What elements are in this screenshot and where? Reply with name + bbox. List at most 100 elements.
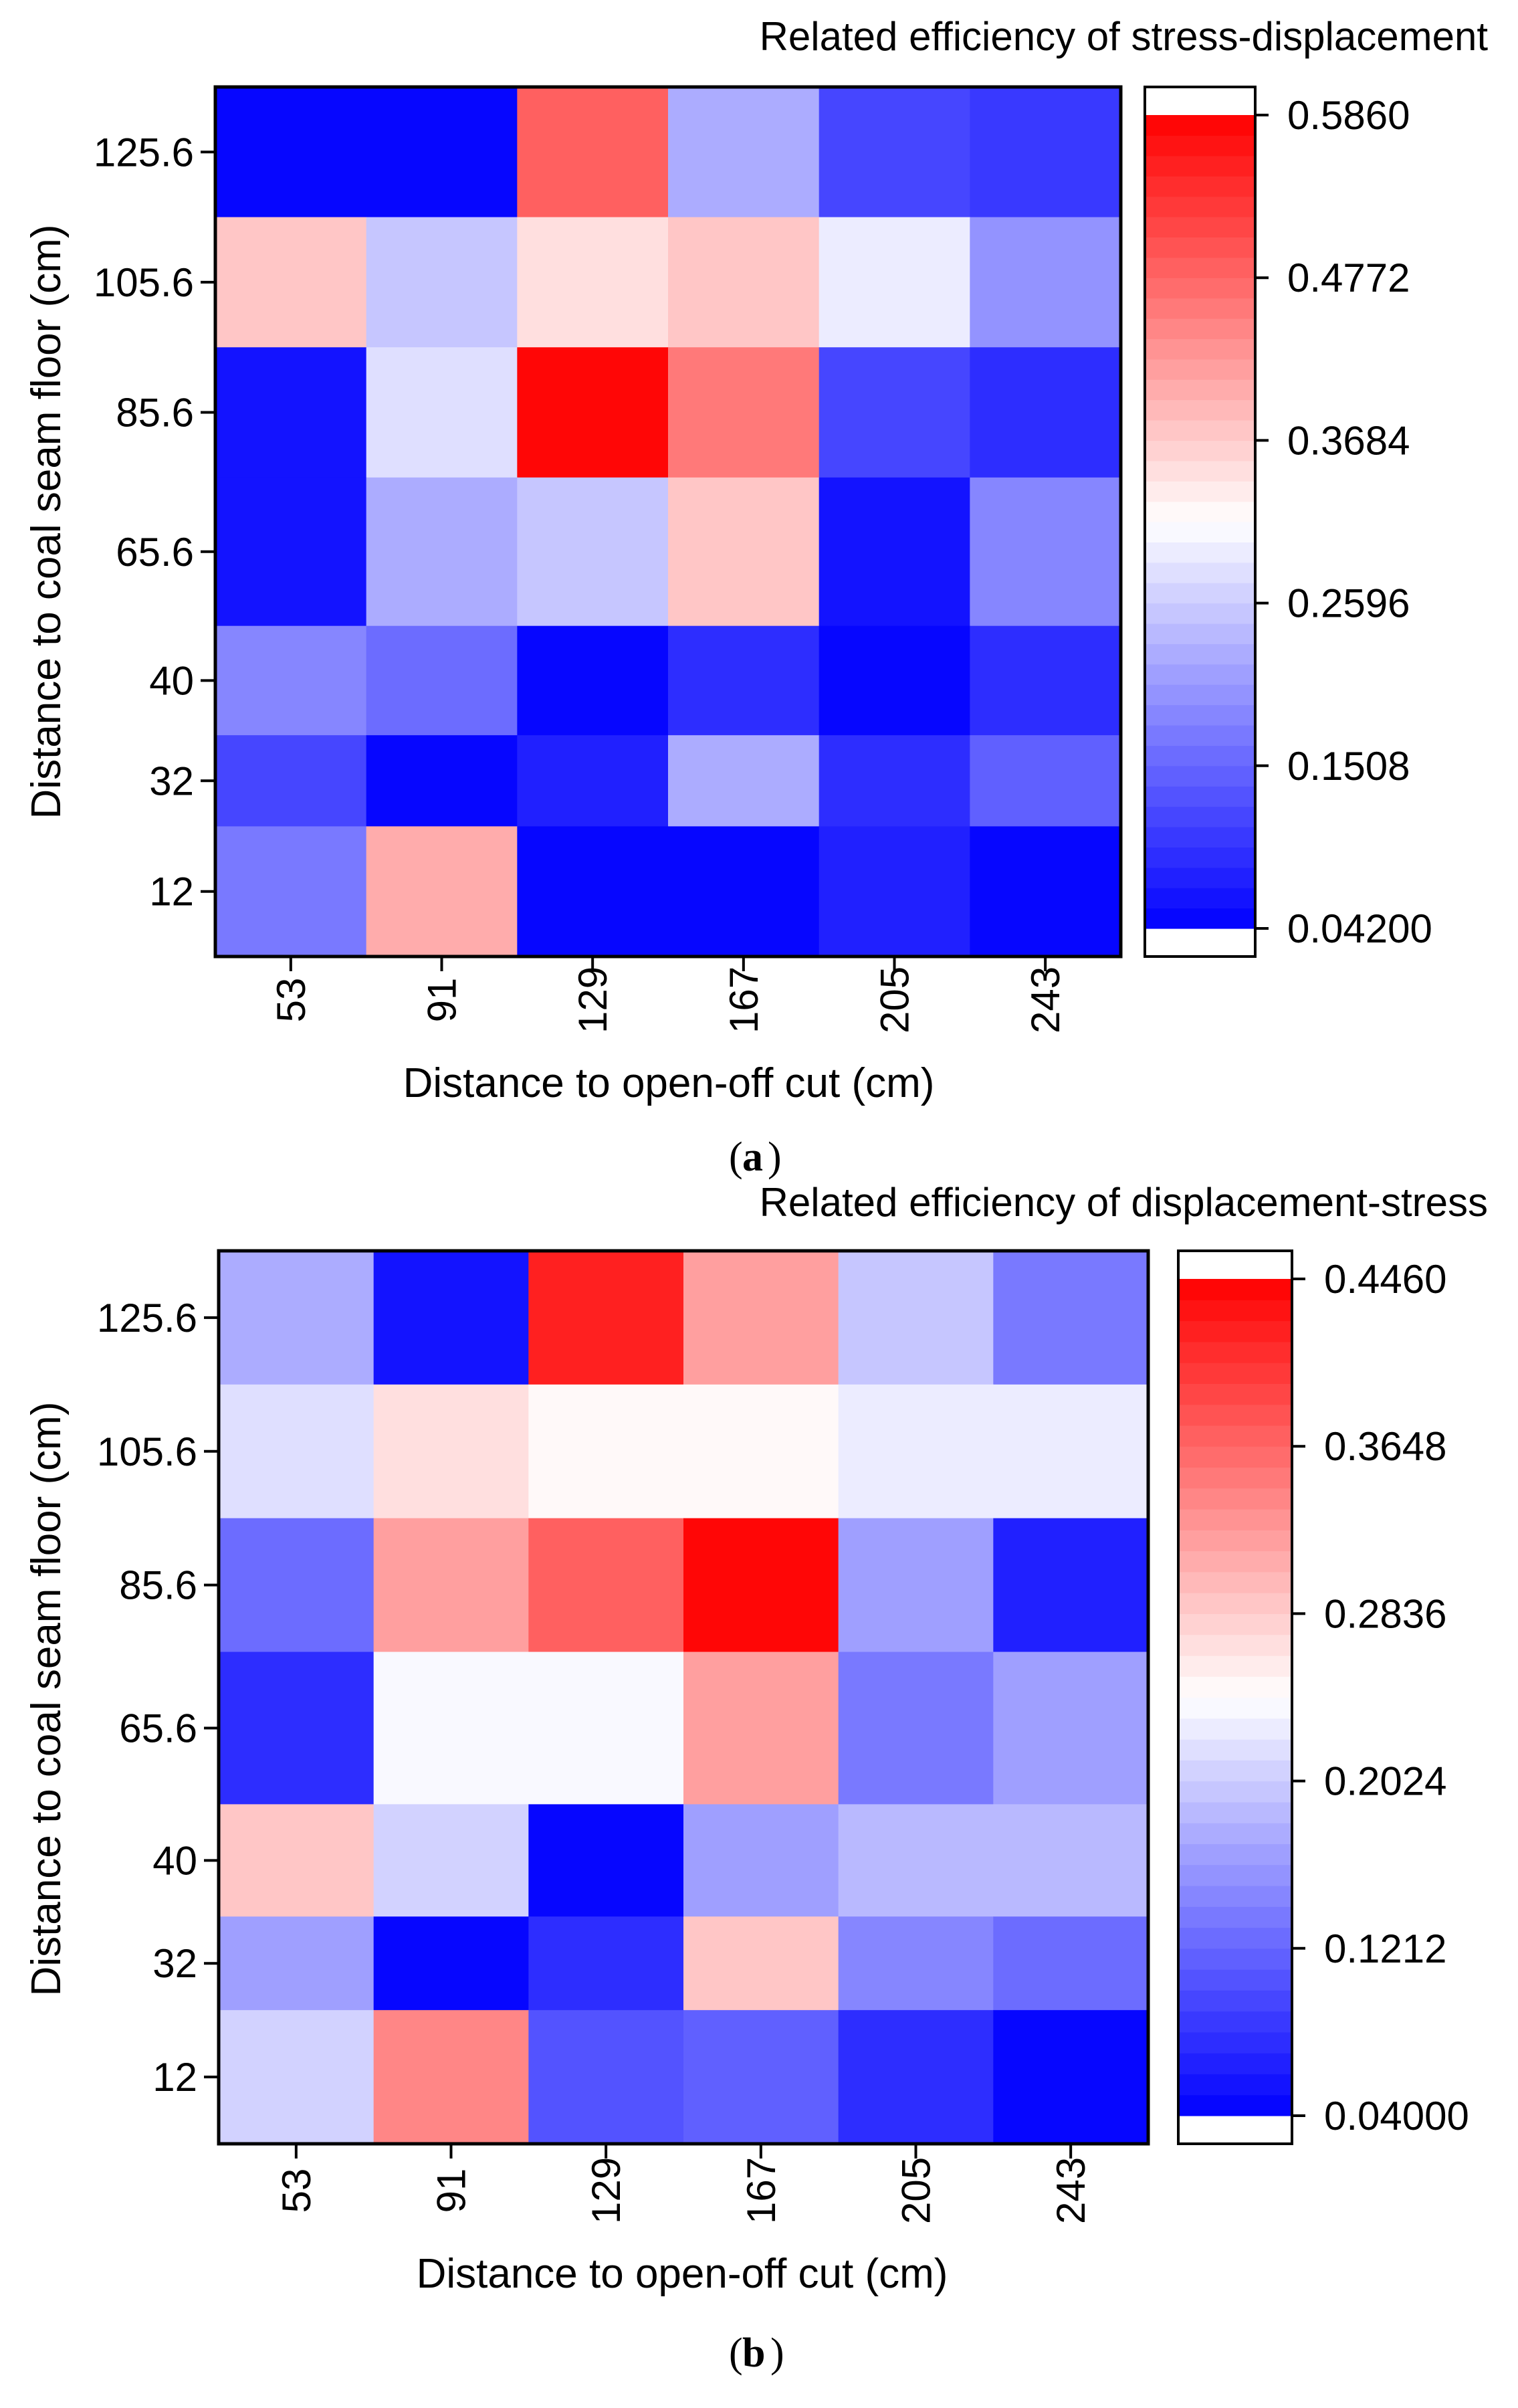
- colorbar-frame: [1177, 1249, 1293, 2145]
- y-tick-label: 32: [152, 1941, 197, 1986]
- colorbar: 0.4460 0.3648 0.2836 0.2024 0.1212 0.04000: [1177, 1249, 1469, 2145]
- colorbar: 0.5860 0.4772 0.3684 0.2596 0.1508 0.04200: [1144, 86, 1432, 958]
- x-tick-label: 91: [420, 978, 465, 1023]
- colorbar-segment: [1145, 155, 1255, 177]
- colorbar-segment: [1178, 1843, 1292, 1866]
- y-tick-label: 40: [149, 658, 194, 703]
- y-tick-label: 65.6: [119, 1706, 197, 1750]
- colorbar-segment: [1145, 847, 1255, 868]
- colorbar-tick-label: 0.3684: [1287, 418, 1410, 463]
- x-tick-label: 205: [894, 2157, 939, 2224]
- colorbar-segment: [1178, 1739, 1292, 1761]
- y-tick-label: 105.6: [97, 1429, 197, 1474]
- panel-label-open: (: [729, 2330, 743, 2376]
- heatmap-cell: [373, 1518, 529, 1653]
- x-tick-label: 167: [739, 2157, 784, 2224]
- colorbar-segment: [1145, 135, 1255, 157]
- colorbar-segment: [1178, 1906, 1292, 1928]
- heatmap-cell: [993, 1384, 1149, 1519]
- heatmap-cell: [993, 1804, 1149, 1917]
- heatmap-cell: [215, 217, 367, 348]
- heatmap-cell: [970, 217, 1121, 348]
- colorbar-segment: [1145, 440, 1255, 462]
- colorbar-segment: [1145, 278, 1255, 299]
- y-tick-label: 125.6: [97, 1296, 197, 1340]
- y-axis-label: Distance to coal seam floor (cm): [23, 1402, 70, 1997]
- colorbar-segment: [1145, 481, 1255, 502]
- heatmap-cell: [970, 477, 1121, 627]
- x-tick-label: 53: [269, 978, 314, 1023]
- x-tick-label: 129: [584, 2157, 629, 2224]
- panel-label: a: [742, 1134, 763, 1180]
- panel-label: b: [742, 2330, 765, 2376]
- heatmap-cell: [373, 2010, 529, 2144]
- heatmap-cell: [215, 477, 367, 627]
- heatmap-cell: [838, 1518, 994, 1653]
- heatmap-cells: [215, 87, 1121, 957]
- plot-frame: [213, 85, 1123, 959]
- heatmap-cell: [517, 735, 669, 827]
- colorbar-segment: [1145, 318, 1255, 339]
- heatmap-cell: [366, 826, 518, 957]
- colorbar-segment: [1178, 1341, 1292, 1363]
- colorbar-segment: [1145, 583, 1255, 604]
- colorbar-segment: [1145, 765, 1255, 787]
- heatmap-cell: [683, 1384, 839, 1519]
- heatmap-cell: [373, 1804, 529, 1917]
- colorbar-segment: [1178, 2011, 1292, 2033]
- colorbar-segment: [1178, 1571, 1292, 1593]
- heatmap-cell: [819, 625, 970, 736]
- heatmap-cell: [993, 1251, 1149, 1385]
- colorbar-segment: [1178, 1718, 1292, 1740]
- plot-frame: [217, 1249, 1150, 2146]
- y-axis-label: Distance to coal seam floor (cm): [23, 225, 70, 819]
- heatmap-cell: [215, 625, 367, 736]
- colorbar-tick-label: 0.4772: [1287, 256, 1410, 300]
- heatmap-cell: [819, 87, 970, 218]
- x-axis-label: Distance to open-off cut (cm): [417, 2251, 948, 2297]
- colorbar-segment: [1178, 1467, 1292, 1489]
- heatmap-cell: [215, 826, 367, 957]
- colorbar-segment: [1145, 664, 1255, 685]
- heatmap-cell: [517, 217, 669, 348]
- heatmap-cell: [838, 1384, 994, 1519]
- colorbar-segment: [1145, 501, 1255, 522]
- heatmap-cell: [517, 87, 669, 218]
- heatmap-cell: [838, 2010, 994, 2144]
- colorbar-tick-label: 0.3648: [1324, 1424, 1447, 1469]
- colorbar-segment: [1145, 542, 1255, 563]
- colorbar-segment: [1145, 196, 1255, 217]
- heatmap-cell: [668, 826, 820, 957]
- colorbar-segment: [1178, 1969, 1292, 1991]
- colorbar-tick-label: 0.2024: [1324, 1759, 1447, 1804]
- colorbar-segment: [1178, 1446, 1292, 1468]
- heatmap-cell: [819, 826, 970, 957]
- colorbar-segment: [1178, 1550, 1292, 1573]
- heatmap-cell: [373, 1916, 529, 2011]
- heatmap-cell: [528, 1518, 684, 1653]
- heatmap-cell: [517, 826, 669, 957]
- heatmap-cell: [838, 1916, 994, 2011]
- heatmap-cell: [970, 735, 1121, 827]
- x-tick-label: 167: [722, 967, 766, 1033]
- heatmap-cell: [819, 217, 970, 348]
- x-tick-label: 129: [570, 967, 615, 1033]
- heatmap-cell: [373, 1651, 529, 1805]
- heatmap-cell: [683, 1804, 839, 1917]
- chart-title: Related efficiency of stress-displacemen…: [760, 14, 1489, 59]
- colorbar-segment: [1178, 1425, 1292, 1447]
- heatmap-cell: [219, 1384, 374, 1519]
- colorbar-segment: [1145, 643, 1255, 665]
- heatmap-cell: [993, 1651, 1149, 1805]
- colorbar-segment: [1178, 1948, 1292, 1970]
- colorbar-segment: [1178, 1697, 1292, 1719]
- heatmap-cell: [366, 625, 518, 736]
- panel-label-close: ): [768, 1134, 782, 1180]
- colorbar-segment: [1145, 298, 1255, 319]
- colorbar-segment: [1178, 1781, 1292, 1803]
- heatmap-cell: [970, 87, 1121, 218]
- heatmap-cell: [373, 1251, 529, 1385]
- heatmap-cell: [528, 2010, 684, 2144]
- heatmap-cell: [993, 1518, 1149, 1653]
- colorbar-segment: [1178, 1279, 1292, 1300]
